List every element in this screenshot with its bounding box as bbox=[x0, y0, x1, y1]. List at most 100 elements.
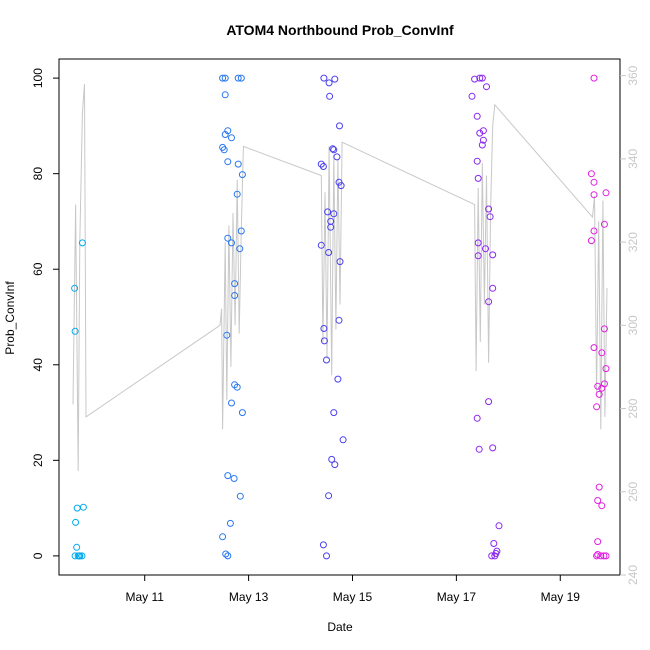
data-point bbox=[320, 337, 328, 345]
data-point bbox=[320, 74, 328, 82]
data-point bbox=[590, 227, 598, 235]
data-point bbox=[482, 245, 489, 253]
data-point bbox=[233, 190, 241, 198]
data-point bbox=[328, 455, 336, 463]
data-point bbox=[327, 223, 335, 231]
data-point bbox=[237, 74, 245, 82]
x-tick-label: May 13 bbox=[229, 590, 269, 604]
data-point bbox=[221, 74, 229, 82]
plot-frame bbox=[58, 58, 621, 576]
data-point bbox=[595, 390, 603, 398]
data-point bbox=[490, 540, 498, 547]
y2-tick-label: 360 bbox=[626, 65, 640, 85]
data-point bbox=[489, 284, 497, 292]
data-point bbox=[473, 414, 481, 422]
data-point bbox=[224, 127, 232, 135]
y2-tick-label: 260 bbox=[626, 481, 640, 501]
data-point bbox=[478, 141, 486, 149]
data-point bbox=[325, 79, 333, 87]
x-axis-label: Date bbox=[327, 620, 353, 634]
data-point bbox=[595, 483, 603, 491]
y-tick-label: 60 bbox=[31, 262, 45, 276]
data-point bbox=[600, 220, 608, 228]
data-point bbox=[597, 552, 605, 560]
series-3 bbox=[317, 74, 347, 560]
data-point bbox=[474, 174, 482, 182]
data-point bbox=[319, 163, 327, 170]
data-point bbox=[602, 552, 610, 560]
data-point bbox=[78, 552, 86, 560]
data-point bbox=[224, 234, 232, 242]
y2-tick-label: 280 bbox=[626, 398, 640, 418]
y-tick-label: 20 bbox=[31, 453, 45, 467]
data-point bbox=[224, 158, 232, 166]
data-point bbox=[602, 365, 610, 373]
data-point bbox=[488, 552, 496, 560]
data-point bbox=[331, 75, 339, 83]
data-point bbox=[231, 280, 239, 288]
data-point bbox=[587, 170, 595, 178]
data-point bbox=[323, 552, 330, 560]
y2-tick-label: 240 bbox=[626, 565, 640, 585]
x-tick-label: May 15 bbox=[333, 590, 373, 604]
y-axis-right: 240 260 280 300 320 340 360 bbox=[620, 65, 640, 585]
data-point bbox=[336, 258, 344, 266]
x-tick-label: May 11 bbox=[125, 590, 164, 604]
data-point bbox=[220, 146, 228, 154]
data-point bbox=[330, 146, 338, 154]
x-tick-label: May 17 bbox=[437, 590, 477, 604]
data-point bbox=[231, 292, 239, 299]
data-point bbox=[71, 552, 79, 560]
y-axis-label: Prob_ConvInf bbox=[3, 281, 17, 355]
y-tick-label: 80 bbox=[31, 167, 45, 181]
data-point bbox=[230, 475, 238, 482]
data-point bbox=[236, 245, 244, 253]
data-point bbox=[489, 444, 497, 452]
data-point bbox=[78, 239, 86, 247]
points-layer bbox=[71, 74, 610, 560]
data-point bbox=[473, 112, 481, 120]
data-point bbox=[587, 237, 595, 245]
data-point bbox=[228, 239, 235, 247]
data-point bbox=[491, 552, 499, 560]
data-point bbox=[236, 492, 244, 500]
data-point bbox=[478, 74, 486, 82]
data-point bbox=[590, 178, 598, 186]
data-point bbox=[238, 171, 246, 179]
data-point bbox=[485, 298, 493, 306]
data-point bbox=[233, 383, 241, 391]
y2-tick-label: 340 bbox=[626, 149, 640, 169]
data-point bbox=[598, 349, 606, 357]
data-point bbox=[495, 522, 503, 530]
data-point bbox=[590, 344, 598, 352]
data-point bbox=[324, 208, 332, 216]
data-point bbox=[473, 157, 481, 165]
data-point bbox=[330, 210, 338, 218]
data-point bbox=[468, 92, 476, 100]
data-point bbox=[590, 74, 598, 82]
x-axis: May 11 May 13 May 15 May 17 May 19 bbox=[125, 575, 580, 604]
x-tick-label: May 19 bbox=[541, 590, 581, 604]
y2-tick-label: 300 bbox=[626, 315, 640, 335]
data-point bbox=[598, 384, 606, 392]
data-point bbox=[474, 252, 482, 260]
data-point bbox=[594, 497, 602, 504]
data-point bbox=[224, 472, 232, 480]
data-point bbox=[600, 552, 608, 560]
secondary-series-line bbox=[72, 83, 608, 472]
y2-tick-label: 320 bbox=[626, 232, 640, 252]
data-point bbox=[326, 92, 334, 100]
data-point bbox=[325, 492, 333, 500]
data-point bbox=[486, 213, 494, 221]
data-point bbox=[475, 445, 483, 453]
data-point bbox=[489, 251, 497, 259]
data-point bbox=[75, 552, 83, 560]
y-axis-left: 0 20 40 60 80 100 bbox=[31, 68, 59, 559]
series-4 bbox=[468, 74, 503, 560]
data-point bbox=[226, 519, 234, 527]
data-point bbox=[223, 331, 231, 339]
data-point bbox=[319, 541, 327, 549]
data-point bbox=[330, 409, 338, 417]
data-point bbox=[234, 74, 242, 82]
